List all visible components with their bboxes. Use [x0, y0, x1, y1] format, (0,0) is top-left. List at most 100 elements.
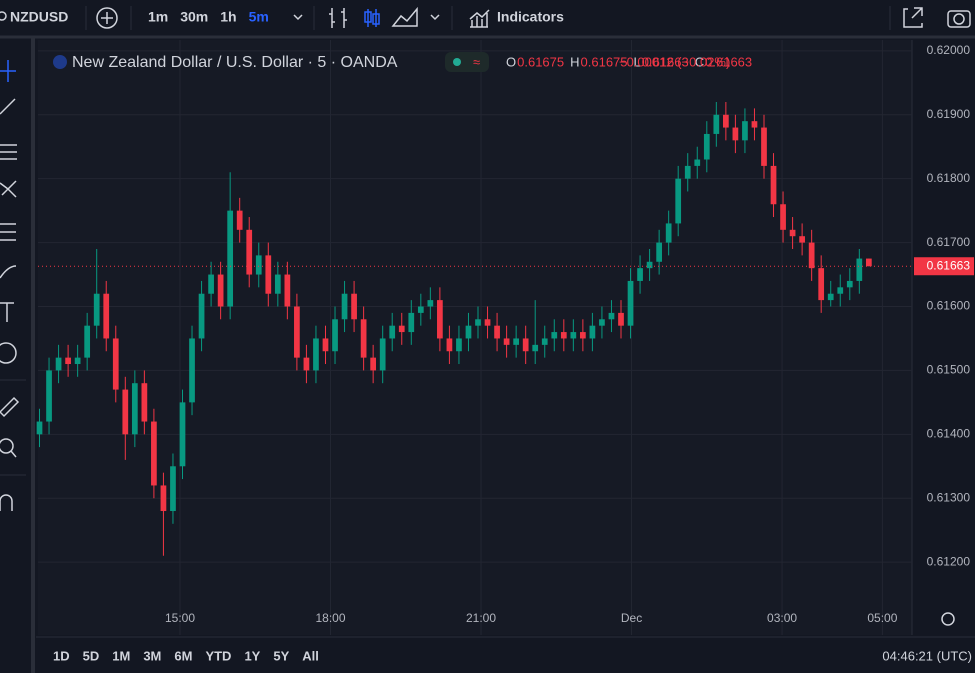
- candle-body: [560, 332, 567, 339]
- candle-body: [570, 332, 577, 339]
- interval-button[interactable]: 30m: [180, 9, 208, 25]
- interval-button[interactable]: 1h: [220, 9, 236, 25]
- candle-body: [131, 383, 138, 435]
- range-button[interactable]: YTD: [205, 648, 231, 663]
- y-tick-label: 0.61900: [927, 107, 971, 121]
- candle-body: [55, 357, 62, 371]
- candle-body: [112, 338, 119, 390]
- status-wave: ≈: [473, 54, 480, 69]
- range-button[interactable]: 6M: [174, 648, 192, 663]
- candle-body: [846, 280, 853, 288]
- add-symbol[interactable]: [96, 7, 118, 29]
- candle-body: [36, 421, 43, 435]
- candle-body: [599, 319, 605, 326]
- symbol[interactable]: NZDUSD: [10, 9, 68, 25]
- candle-body: [427, 300, 434, 307]
- market-open-dot: [453, 58, 461, 66]
- candle-body: [627, 280, 634, 326]
- range-button[interactable]: 5Y: [273, 648, 289, 663]
- interval-button[interactable]: 1m: [148, 9, 168, 25]
- area-icon[interactable]: [391, 6, 418, 27]
- candle-body: [255, 255, 262, 275]
- candle-body: [522, 338, 529, 352]
- candle-body: [84, 325, 91, 358]
- candle-body: [170, 466, 176, 512]
- indicators-button[interactable]: Indicators: [497, 9, 564, 25]
- candle-body: [646, 261, 653, 269]
- snapshot-lens: [953, 13, 965, 25]
- interval-dropdown[interactable]: [293, 14, 303, 21]
- candle-body: [322, 338, 329, 352]
- candle-body: [379, 338, 386, 371]
- add-symbol-plus: [101, 12, 113, 24]
- legend-title: New Zealand Dollar / U.S. Dollar · 5 · O…: [72, 54, 398, 71]
- range-button[interactable]: 1D: [53, 648, 70, 663]
- range-button[interactable]: 1Y: [244, 648, 260, 663]
- candle-body: [618, 312, 624, 326]
- candle-body: [370, 357, 377, 371]
- candle-body: [179, 402, 186, 467]
- clock[interactable]: 04:46:21 (UTC): [882, 648, 972, 663]
- candle-body: [93, 293, 100, 326]
- plot-area: [38, 40, 912, 635]
- candle-body: [656, 242, 662, 262]
- search-icon[interactable]: [0, 11, 7, 21]
- ohlc-letter: H: [570, 54, 579, 69]
- snapshot-icon[interactable]: [947, 10, 971, 28]
- candle-body: [236, 210, 243, 230]
- candle-body: [799, 236, 805, 243]
- candle-body: [265, 255, 272, 294]
- y-tick-label: 0.62000: [927, 43, 971, 57]
- candle-body: [732, 127, 739, 141]
- candle-body: [580, 332, 586, 339]
- candle-body: [742, 121, 748, 141]
- range-button[interactable]: All: [302, 648, 319, 663]
- interval-button[interactable]: 5m: [249, 9, 269, 25]
- candle-body: [341, 293, 348, 320]
- range-button[interactable]: 5D: [83, 648, 100, 663]
- candle-body: [723, 114, 729, 128]
- candle-body: [46, 370, 52, 422]
- candle-body: [856, 258, 863, 281]
- candle-body: [360, 319, 367, 358]
- candle-body: [503, 338, 510, 345]
- candle-body: [789, 229, 796, 237]
- candle-body: [637, 268, 643, 281]
- candle-body: [417, 306, 424, 313]
- range-button[interactable]: 3M: [143, 648, 161, 663]
- candle-body: [456, 338, 462, 352]
- bars-icon[interactable]: [329, 8, 347, 28]
- ohlc-value: 0.61675: [517, 54, 564, 69]
- indicators-icon[interactable]: [469, 9, 490, 28]
- candle-body: [770, 165, 777, 205]
- candle-body: [703, 133, 710, 160]
- candle-body: [827, 293, 834, 301]
- range-button[interactable]: 1M: [112, 648, 130, 663]
- candle-body: [513, 338, 520, 345]
- candle-body: [818, 268, 825, 301]
- candle-body: [761, 127, 767, 166]
- candles-icon[interactable]: [372, 13, 380, 25]
- candles-icon[interactable]: [364, 11, 372, 23]
- candle-body: [122, 389, 129, 435]
- candle-body: [837, 287, 844, 294]
- x-tick-label: 18:00: [315, 611, 345, 625]
- y-tick-label: 0.61800: [927, 171, 971, 185]
- publish-icon[interactable]: [903, 7, 923, 28]
- last-price-tag: [914, 257, 974, 276]
- candle-body: [398, 325, 405, 333]
- candle-body: [541, 338, 548, 345]
- settings-icon[interactable]: [941, 612, 955, 626]
- candle-body: [332, 319, 338, 352]
- candle-body: [475, 319, 481, 326]
- y-tick-label: 0.61600: [927, 299, 971, 313]
- drawing-tools[interactable]: [0, 60, 20, 511]
- candle-body: [189, 338, 195, 403]
- candle-body: [103, 293, 110, 339]
- candle-body: [217, 274, 224, 307]
- legend-change: −0.00012 (−0.02%): [619, 54, 730, 69]
- chart-type-dropdown[interactable]: [430, 14, 440, 21]
- last-price-label: 0.61663: [927, 258, 971, 272]
- candle-body: [665, 223, 672, 243]
